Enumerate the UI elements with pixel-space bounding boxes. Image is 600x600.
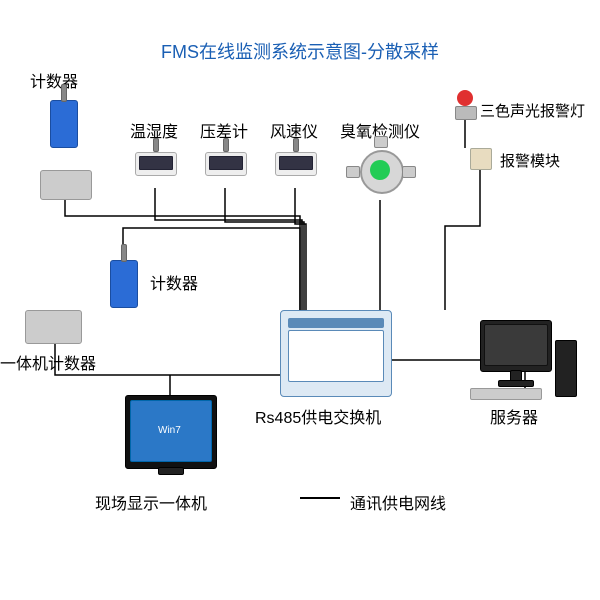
- label-counter2: 计数器: [150, 270, 198, 294]
- label-trilight: 三色声光报警灯: [480, 100, 585, 121]
- legend-line: [300, 497, 340, 499]
- label-alarmmod: 报警模块: [500, 150, 560, 171]
- page-title: FMS在线监测系统示意图-分散采样: [0, 38, 600, 64]
- label-allinone: 一体机计数器: [0, 350, 96, 374]
- label-legend: 通讯供电网线: [350, 490, 446, 514]
- label-server: 服务器: [490, 404, 538, 428]
- label-switch: Rs485供电交换机: [255, 404, 381, 428]
- label-counter1: 计数器: [30, 68, 78, 92]
- label-display: 现场显示一体机: [95, 490, 207, 514]
